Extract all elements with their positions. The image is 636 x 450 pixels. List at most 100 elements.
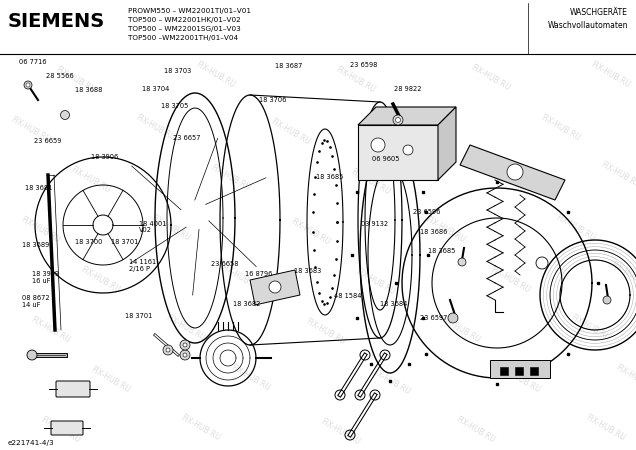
Text: 18 3706: 18 3706 <box>259 97 286 103</box>
Text: 23 6658: 23 6658 <box>211 261 238 267</box>
Text: 18 3906: 18 3906 <box>91 154 118 160</box>
Text: 18 3684: 18 3684 <box>380 302 407 307</box>
Text: PROWM550 – WM22001TI/01–V01
TOP500 – WM22001HK/01–V02
TOP500 – WM22001SG/01–V03
: PROWM550 – WM22001TI/01–V01 TOP500 – WM2… <box>128 8 251 41</box>
Circle shape <box>403 145 413 155</box>
Text: 06 7716: 06 7716 <box>19 58 46 64</box>
Text: 14 1161
2/16 P: 14 1161 2/16 P <box>129 259 156 272</box>
Text: 23 6659: 23 6659 <box>34 138 61 144</box>
Text: 23 6657: 23 6657 <box>173 135 200 141</box>
Circle shape <box>180 340 190 350</box>
Text: FIX-HUB.RU: FIX-HUB.RU <box>69 165 111 195</box>
Text: FIX-HUB.RU: FIX-HUB.RU <box>369 367 411 397</box>
Circle shape <box>458 258 466 266</box>
Bar <box>490 360 550 378</box>
Text: FIX-HUB.RU: FIX-HUB.RU <box>354 267 396 297</box>
Circle shape <box>603 296 611 304</box>
Text: 23 6597: 23 6597 <box>420 315 447 321</box>
Circle shape <box>163 345 173 355</box>
Circle shape <box>60 111 69 120</box>
Text: FIX-HUB.RU: FIX-HUB.RU <box>229 363 271 393</box>
Text: FIX-HUB.RU: FIX-HUB.RU <box>39 415 81 445</box>
Circle shape <box>183 353 187 357</box>
Text: 28 9822: 28 9822 <box>394 86 422 92</box>
Text: FIX-HUB.RU: FIX-HUB.RU <box>399 115 441 145</box>
Text: 03 9132: 03 9132 <box>361 220 389 226</box>
Text: 18 3683: 18 3683 <box>294 268 321 274</box>
Text: FIX-HUB.RU: FIX-HUB.RU <box>54 65 96 95</box>
Circle shape <box>180 350 190 360</box>
Polygon shape <box>250 270 300 305</box>
Text: 18 3688: 18 3688 <box>75 87 102 93</box>
Text: 18 3700: 18 3700 <box>75 239 102 245</box>
Circle shape <box>166 348 170 352</box>
Text: 18 3686: 18 3686 <box>420 230 447 235</box>
Circle shape <box>371 138 385 152</box>
Text: FIX-HUB.RU: FIX-HUB.RU <box>453 415 496 445</box>
FancyBboxPatch shape <box>51 421 83 435</box>
Text: 18 3689: 18 3689 <box>22 242 50 248</box>
Text: FIX-HUB.RU: FIX-HUB.RU <box>29 315 71 345</box>
Text: e221741-4/3: e221741-4/3 <box>8 440 55 446</box>
Text: 08 8672
14 uF: 08 8672 14 uF <box>22 295 49 308</box>
Text: FIX-HUB.RU: FIX-HUB.RU <box>219 263 261 293</box>
Circle shape <box>396 117 401 122</box>
Circle shape <box>536 257 548 269</box>
Text: FIX-HUB.RU: FIX-HUB.RU <box>334 65 377 95</box>
Text: 16 8796: 16 8796 <box>245 271 272 277</box>
Text: FIX-HUB.RU: FIX-HUB.RU <box>9 115 52 145</box>
Text: FIX-HUB.RU: FIX-HUB.RU <box>554 213 596 243</box>
Text: 28 5566: 28 5566 <box>46 73 74 79</box>
Text: FIX-HUB.RU: FIX-HUB.RU <box>289 217 331 247</box>
Text: FIX-HUB.RU: FIX-HUB.RU <box>134 113 176 143</box>
Circle shape <box>507 164 523 180</box>
Text: 18 3681: 18 3681 <box>25 184 53 190</box>
FancyBboxPatch shape <box>56 381 90 397</box>
Text: FIX-HUB.RU: FIX-HUB.RU <box>488 265 531 295</box>
Text: FIX-HUB.RU: FIX-HUB.RU <box>149 213 191 243</box>
Text: 18 3687: 18 3687 <box>275 63 302 69</box>
Text: FIX-HUB.RU: FIX-HUB.RU <box>194 60 236 90</box>
Text: FIX-HUB.RU: FIX-HUB.RU <box>609 260 636 290</box>
Text: FIX-HUB.RU: FIX-HUB.RU <box>539 113 581 143</box>
Polygon shape <box>460 145 565 200</box>
Text: 18 3705: 18 3705 <box>161 104 188 109</box>
Text: FIX-HUB.RU: FIX-HUB.RU <box>179 413 221 443</box>
Text: FIX-HUB.RU: FIX-HUB.RU <box>349 167 391 197</box>
Text: 18 3704: 18 3704 <box>142 86 170 92</box>
Text: FIX-HUB.RU: FIX-HUB.RU <box>304 317 346 347</box>
Text: FIX-HUB.RU: FIX-HUB.RU <box>163 313 206 343</box>
Text: 18 4001
V02: 18 4001 V02 <box>139 220 166 234</box>
Text: 23 6596: 23 6596 <box>413 209 441 215</box>
Bar <box>500 367 508 375</box>
Circle shape <box>269 281 281 293</box>
Text: FIX-HUB.RU: FIX-HUB.RU <box>209 163 251 193</box>
Text: FIX-HUB.RU: FIX-HUB.RU <box>569 313 611 343</box>
Text: 18 3685: 18 3685 <box>428 248 455 253</box>
Text: 18 3703: 18 3703 <box>164 68 191 74</box>
Polygon shape <box>438 107 456 180</box>
Text: FIX-HUB.RU: FIX-HUB.RU <box>469 63 511 93</box>
Circle shape <box>26 83 30 87</box>
Circle shape <box>27 350 37 360</box>
Text: 18 3682: 18 3682 <box>233 302 261 307</box>
Text: FIX-HUB.RU: FIX-HUB.RU <box>424 215 466 245</box>
Text: WASCHGERÄTE
Waschvollautomaten: WASCHGERÄTE Waschvollautomaten <box>548 8 628 30</box>
Text: FIX-HUB.RU: FIX-HUB.RU <box>269 117 311 147</box>
Text: FIX-HUB.RU: FIX-HUB.RU <box>319 417 361 447</box>
Circle shape <box>448 313 458 323</box>
Bar <box>530 367 538 375</box>
Text: 18 3685: 18 3685 <box>316 174 343 180</box>
Text: FIX-HUB.RU: FIX-HUB.RU <box>484 165 526 195</box>
Text: FIX-HUB.RU: FIX-HUB.RU <box>499 365 541 395</box>
Text: 18 3999
16 uF: 18 3999 16 uF <box>32 271 59 284</box>
Bar <box>358 125 438 180</box>
Circle shape <box>393 115 403 125</box>
Text: FIX-HUB.RU: FIX-HUB.RU <box>18 215 61 245</box>
Text: 18 3701: 18 3701 <box>111 239 139 245</box>
Polygon shape <box>358 107 456 125</box>
Text: FIX-HUB.RU: FIX-HUB.RU <box>584 413 626 443</box>
Text: FIX-HUB.RU: FIX-HUB.RU <box>89 365 131 395</box>
Text: FIX-HUB.RU: FIX-HUB.RU <box>589 60 632 90</box>
Text: FIX-HUB.RU: FIX-HUB.RU <box>614 363 636 393</box>
Text: 23 6598: 23 6598 <box>350 62 377 68</box>
